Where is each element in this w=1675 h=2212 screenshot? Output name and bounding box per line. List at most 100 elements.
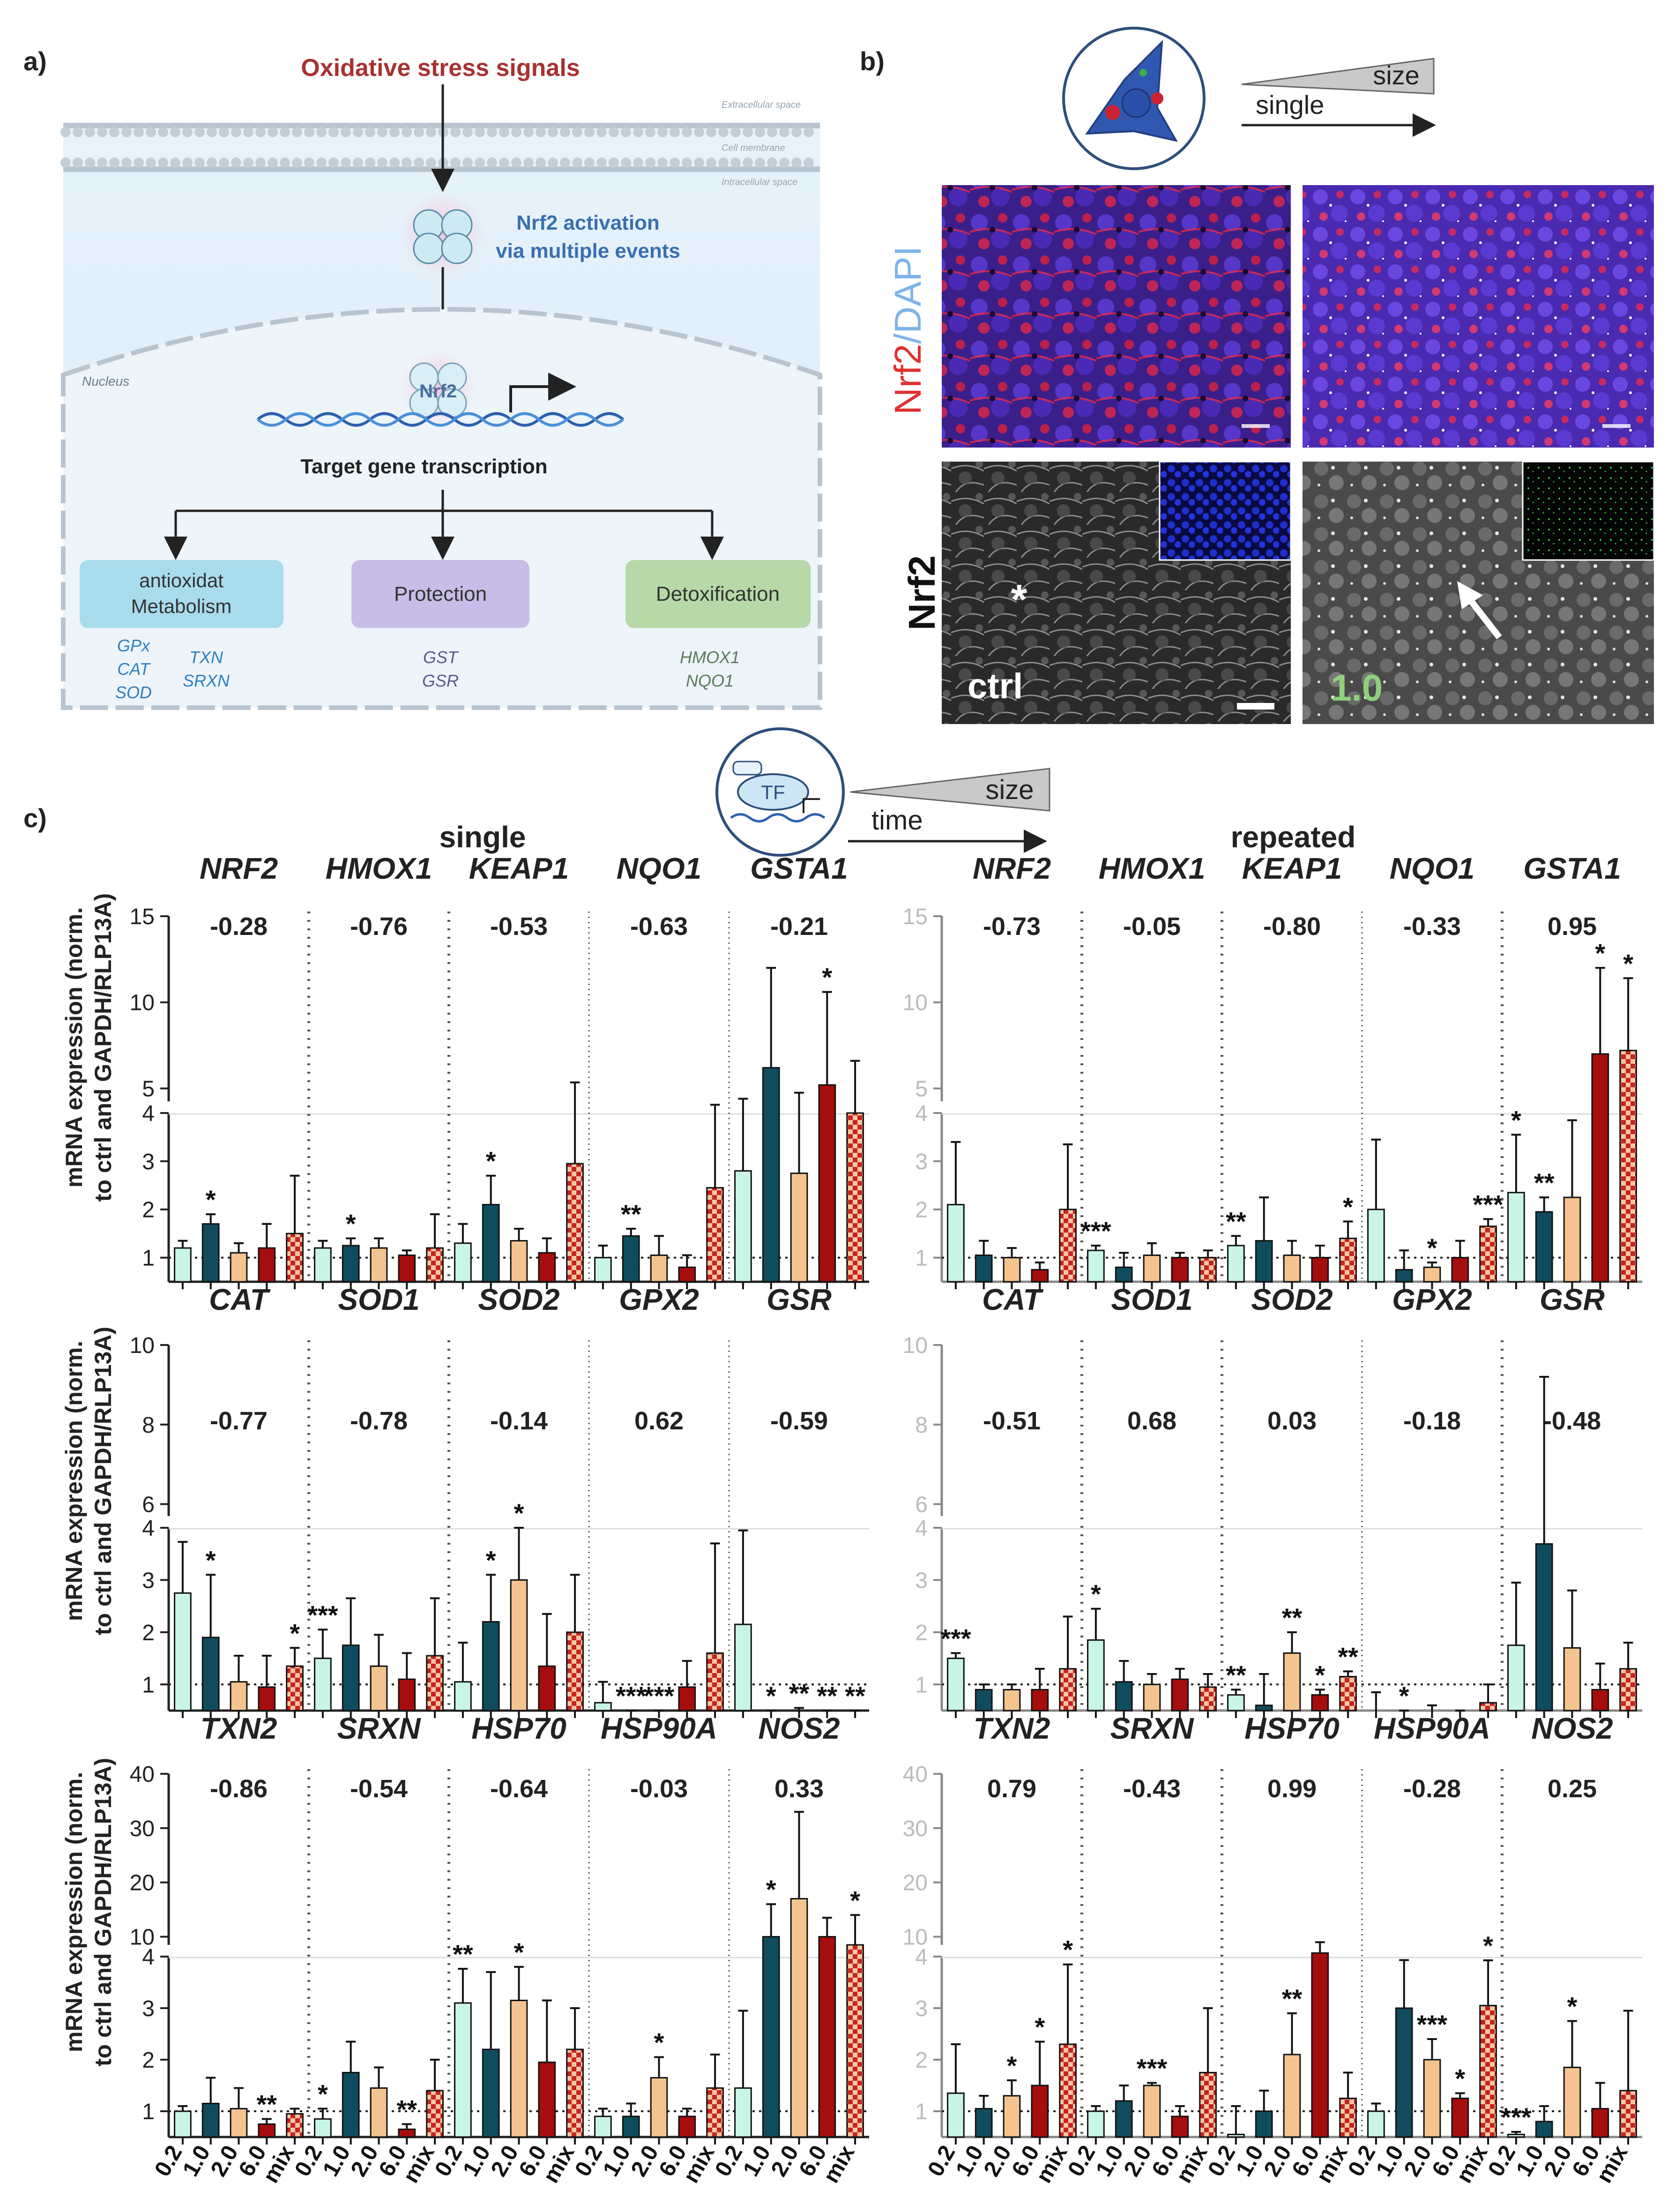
membrane-head — [767, 127, 777, 137]
membrane-head — [596, 127, 607, 137]
membrane-head — [85, 157, 95, 168]
membrane-head — [328, 127, 339, 137]
x-tick-label: 1.0 — [598, 2141, 635, 2181]
time-label: time — [871, 805, 923, 836]
bar-1.0 — [342, 1644, 360, 1711]
activation-glow — [401, 192, 485, 276]
membrane-head — [414, 127, 424, 137]
bar-2.0 — [230, 1681, 248, 1711]
membrane-head — [706, 157, 716, 168]
membrane-head — [645, 127, 655, 137]
gene-txn: TXN — [189, 648, 223, 667]
membrane-head — [657, 157, 668, 168]
significance-mark: * — [1343, 1192, 1353, 1221]
y-tick-label: 10 — [130, 1925, 155, 1950]
correlation-value: -0.64 — [490, 1775, 548, 1803]
single-title: single — [439, 820, 526, 854]
significance-mark: ** — [1338, 1642, 1358, 1671]
membrane-head — [584, 127, 595, 137]
gene-title: SOD2 — [478, 1283, 559, 1316]
bar-1.0 — [1535, 2121, 1553, 2138]
membrane-head — [584, 157, 595, 168]
gene-cat: CAT — [117, 659, 151, 679]
bar-2.0 — [650, 1254, 668, 1283]
nrf2-activation-icon — [413, 209, 473, 264]
bar-2.0 — [370, 1665, 388, 1711]
bar-1.0 — [1395, 2007, 1413, 2138]
x-tick-label: 0.2 — [1483, 2141, 1520, 2181]
membrane-head — [219, 127, 229, 137]
bar-2.0 — [1563, 1647, 1581, 1711]
bar-0.2 — [1507, 2134, 1525, 2138]
membrane-head — [255, 157, 266, 168]
significance-mark: ** — [453, 1939, 473, 1969]
significance-mark: ** — [817, 1681, 838, 1711]
bar-6.0 — [678, 1686, 696, 1711]
x-tick-label: 1.0 — [318, 2141, 355, 2181]
membrane-head — [194, 157, 205, 168]
bar-0.2 — [1087, 1639, 1105, 1711]
dose-label: 1.0 — [1331, 667, 1383, 709]
membrane-head — [743, 157, 753, 168]
gene-title: SOD2 — [1251, 1283, 1333, 1316]
gene-group-hsp70: HSP70-0.64** * — [447, 1711, 584, 2138]
bar-6.0 — [258, 1686, 276, 1711]
gene-title: SOD1 — [338, 1283, 419, 1316]
bar-0.2 — [594, 1702, 612, 1711]
chart-repeated-row-1: 123451015NRF2-0.73HMOX1-0.05***KEAP1-0.8… — [903, 852, 1642, 1289]
y-tick-label: 2 — [142, 1198, 155, 1223]
branch-arrows — [164, 490, 724, 560]
cell-membrane — [60, 123, 820, 172]
chart-single-row-1: 1 2 3 45 10 15 NRF2 -0.28 * HMOX1 -0.76 * KEAP1 -0.53… — [130, 852, 869, 1289]
bar-6.0 — [1591, 2108, 1609, 2138]
bar-1.0 — [622, 2115, 640, 2138]
x-tick-label: 0.2 — [1203, 2141, 1240, 2181]
membrane-head — [560, 127, 570, 137]
gene-title: SRXN — [1110, 1711, 1195, 1745]
bar-2.0 — [1143, 2085, 1161, 2138]
bar-1.0 — [1255, 1704, 1273, 1711]
y-tick-label: 8 — [915, 1413, 928, 1438]
y-tick-label: 5 — [142, 1076, 155, 1101]
bar-mix — [846, 1944, 864, 2138]
membrane-head — [791, 157, 802, 168]
gene-hmox1: HMOX1 — [680, 648, 740, 667]
chart-single-row-2: 12346810CAT-0.77**SOD1-0.78***SOD2-0.14*… — [130, 1283, 869, 1718]
gene-gst: GST — [423, 648, 459, 667]
y-tick-label: 15 — [903, 904, 928, 929]
bar-2.0 — [1143, 1683, 1161, 1711]
bar-0.2 — [594, 1257, 612, 1283]
bar-6.0 — [1451, 2098, 1469, 2138]
significance-mark: * — [290, 1618, 300, 1648]
nrf2-dimer-label: Nrf2 — [419, 381, 457, 402]
y-tick-label: 10 — [130, 1333, 155, 1358]
membrane-head — [207, 127, 217, 137]
membrane-head — [499, 127, 509, 137]
gene-nqo1: NQO1 — [686, 671, 734, 690]
y-tick-label: 8 — [142, 1413, 155, 1438]
oxidative-stress-title: Oxidative stress signals — [301, 54, 580, 82]
micrograph-top-dose — [1303, 185, 1654, 448]
chart-repeated-row-3: 123410203040TXN20.79***SRXN-0.43***HSP70… — [903, 1711, 1642, 2145]
bar-2.0 — [1283, 2054, 1301, 2138]
significance-mark: *** — [1080, 1216, 1111, 1246]
gene-title: HMOX1 — [1099, 852, 1206, 885]
bar-0.2 — [314, 1247, 332, 1283]
tf-icon — [715, 727, 845, 857]
bar-0.2 — [947, 1203, 965, 1283]
y-tick-label: 40 — [130, 1762, 155, 1787]
inset-green — [1522, 461, 1655, 561]
membrane-head — [402, 127, 412, 137]
single-label-b: single — [1256, 90, 1324, 120]
significance-mark: * — [1399, 1681, 1409, 1711]
significance-mark: *** — [1137, 2054, 1168, 2083]
bar-mix — [1479, 2005, 1497, 2138]
gene-title: GPX2 — [619, 1283, 699, 1316]
x-tick-label: 0.2 — [430, 2141, 467, 2181]
x-tick-label: 2.0 — [1400, 2141, 1437, 2181]
bar-0.2 — [1227, 2134, 1245, 2138]
gene-title: GSTA1 — [750, 852, 848, 885]
bar-6.0 — [818, 1084, 836, 1283]
y-tick-label: 4 — [915, 1516, 928, 1541]
